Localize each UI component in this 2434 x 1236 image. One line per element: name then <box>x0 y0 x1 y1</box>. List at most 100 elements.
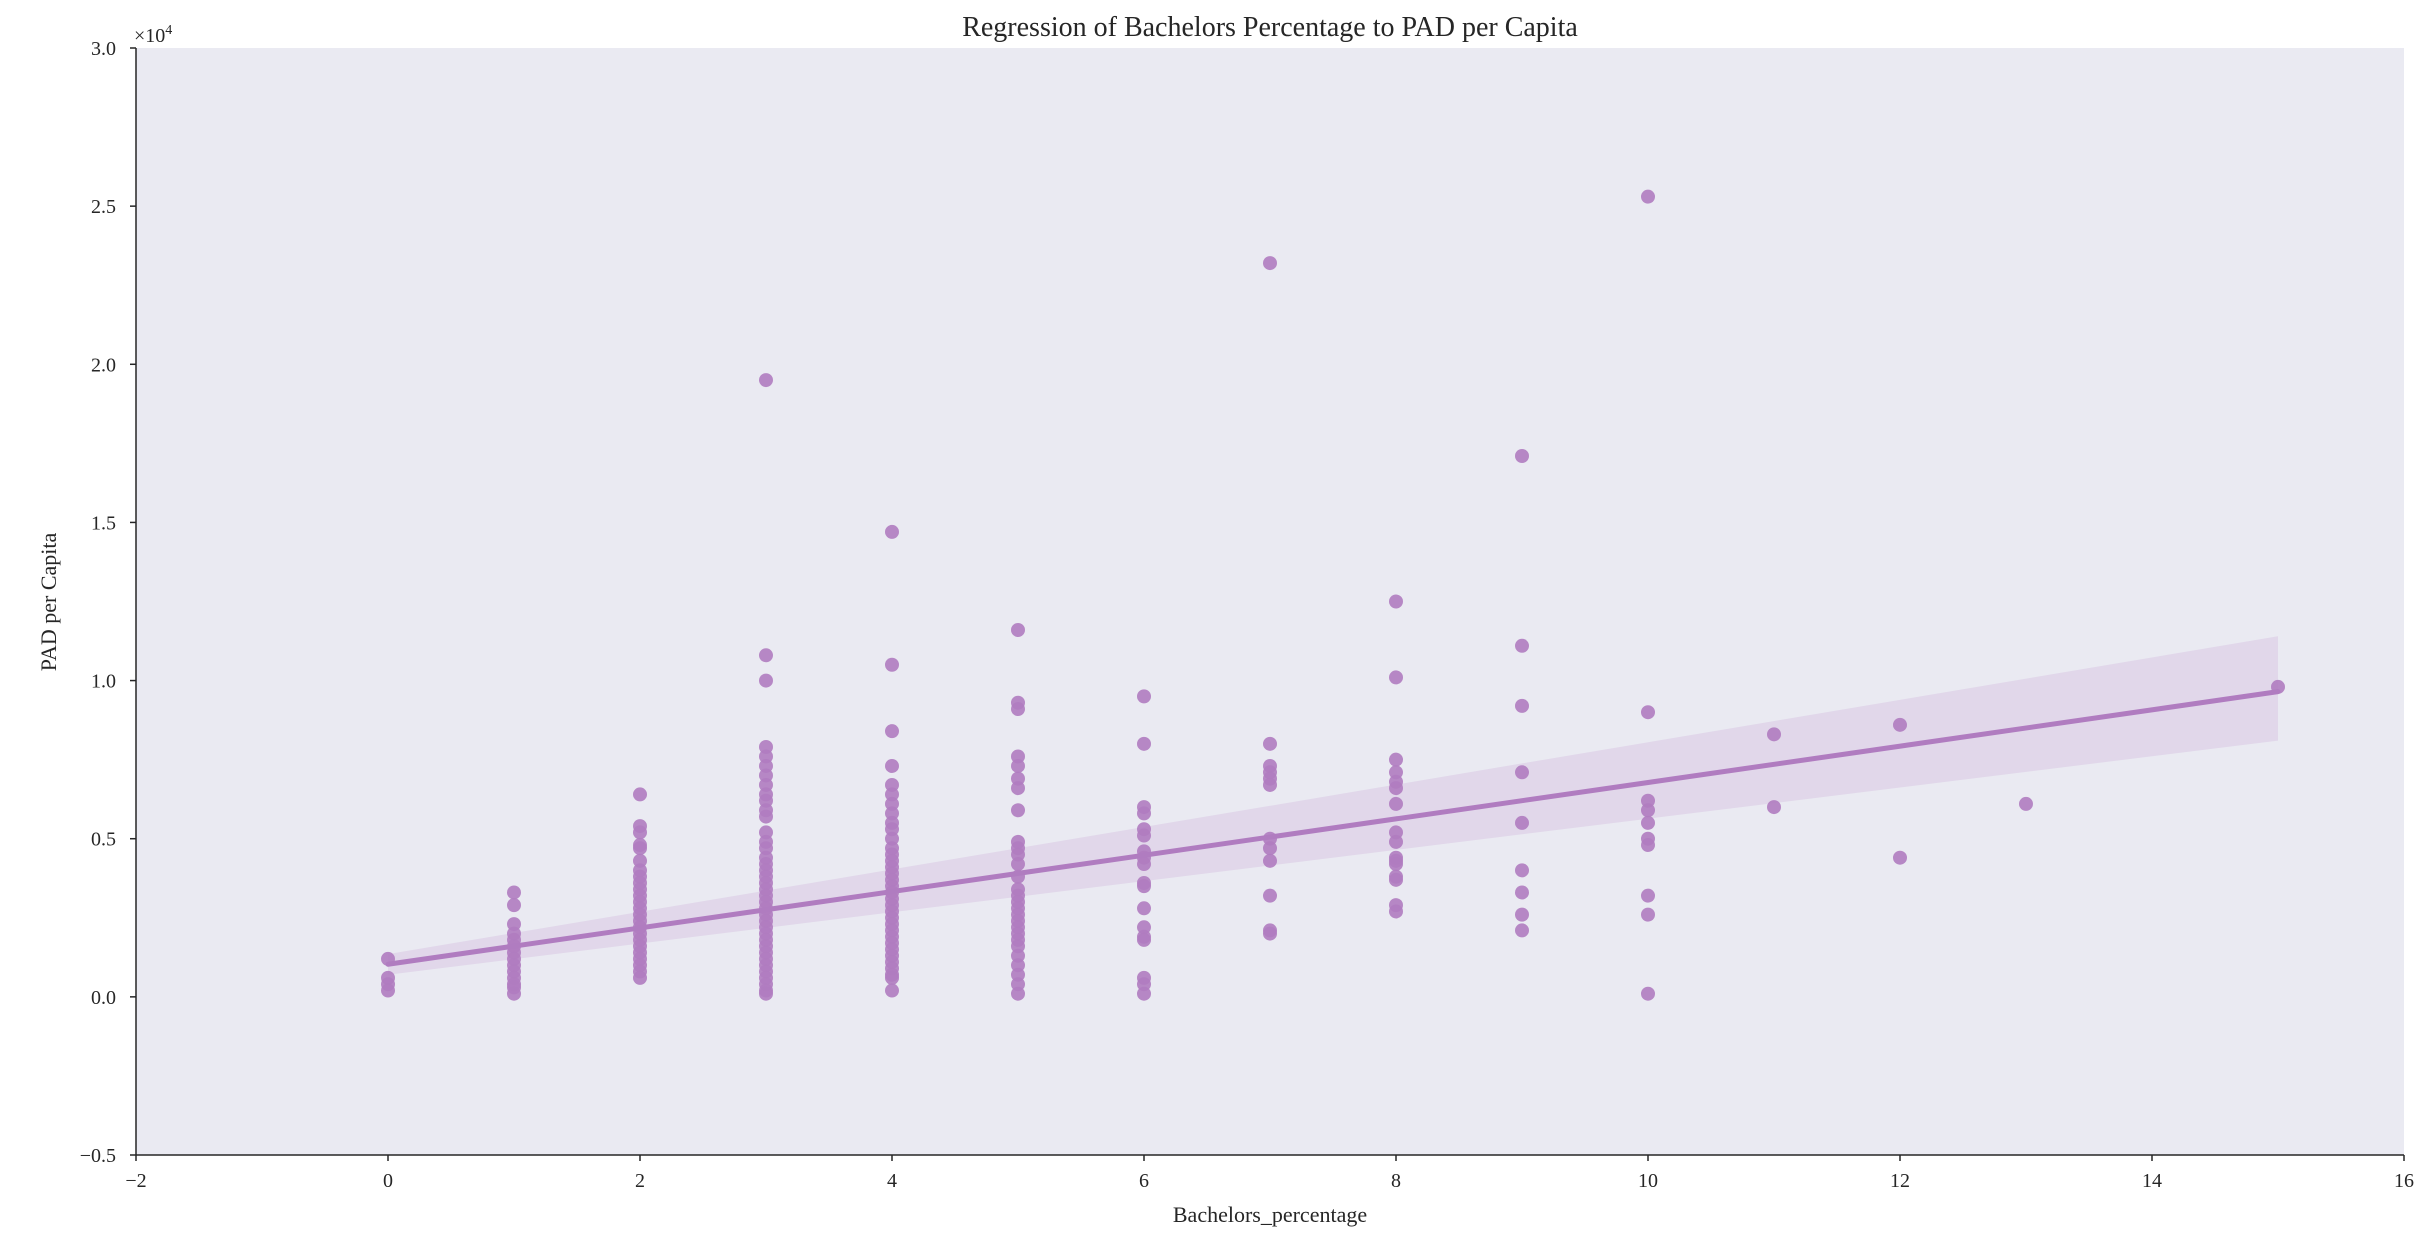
scatter-point <box>1389 781 1403 796</box>
y-axis-multiplier-exponent: 4 <box>165 23 172 38</box>
scatter-point <box>1137 857 1151 872</box>
scatter-point <box>1389 857 1403 872</box>
y-axis-label: PAD per Capita <box>36 533 61 672</box>
scatter-point <box>1515 815 1529 830</box>
scatter-point <box>1641 803 1655 818</box>
scatter-point <box>1011 622 1025 637</box>
scatter-point <box>1263 736 1277 751</box>
plot-area-background <box>136 48 2404 1155</box>
scatter-point <box>1515 638 1529 653</box>
x-tick-layer: −2 0 2 4 6 8 10 12 14 16 <box>125 1155 2414 1192</box>
scatter-point <box>1515 698 1529 713</box>
y-tick-label: 2.0 <box>91 354 116 376</box>
scatter-point <box>1263 888 1277 903</box>
x-tick-label: 8 <box>1391 1170 1401 1192</box>
y-tick-label: 0.0 <box>91 987 116 1009</box>
x-tick-label: 0 <box>383 1170 393 1192</box>
x-tick-label: 6 <box>1139 1170 1149 1192</box>
y-tick-label: 0.5 <box>91 829 116 851</box>
scatter-point <box>633 787 647 802</box>
scatter-point <box>759 673 773 688</box>
scatter-points-layer <box>381 189 2285 1001</box>
scatter-point <box>1389 872 1403 887</box>
chart-title: Regression of Bachelors Percentage to PA… <box>962 12 1578 43</box>
confidence-band <box>388 636 2278 975</box>
scatter-point <box>1641 838 1655 853</box>
scatter-point <box>1515 885 1529 900</box>
y-tick-label: 3.0 <box>91 38 116 60</box>
scatter-point <box>1641 888 1655 903</box>
scatter-point <box>1011 702 1025 717</box>
scatter-point <box>1767 800 1781 815</box>
scatter-point <box>885 970 899 985</box>
scatter-point <box>1263 853 1277 868</box>
scatter-point <box>507 898 521 913</box>
scatter-point <box>633 841 647 856</box>
scatter-point <box>885 983 899 998</box>
x-tick-label: 2 <box>635 1170 645 1192</box>
y-axis-multiplier-base: ×10 <box>134 25 165 47</box>
scatter-point <box>1011 803 1025 818</box>
scatter-point <box>885 524 899 539</box>
scatter-point <box>1263 841 1277 856</box>
y-tick-label: 2.5 <box>91 196 116 218</box>
scatter-point <box>1137 689 1151 704</box>
y-tick-label: 1.0 <box>91 671 116 693</box>
scatter-point <box>507 885 521 900</box>
scatter-point <box>633 970 647 985</box>
scatter-point <box>381 983 395 998</box>
scatter-point <box>1011 758 1025 773</box>
scatter-point <box>1137 901 1151 916</box>
scatter-point <box>885 657 899 672</box>
scatter-point <box>1767 727 1781 742</box>
x-tick-label: 10 <box>1638 1170 1658 1192</box>
scatter-point <box>885 758 899 773</box>
scatter-point <box>507 986 521 1001</box>
x-axis-label: Bachelors_percentage <box>1173 1202 1367 1227</box>
scatter-point <box>1641 705 1655 720</box>
scatter-point <box>1263 926 1277 941</box>
scatter-point <box>1641 189 1655 204</box>
scatter-point <box>1515 923 1529 938</box>
scatter-point <box>1011 781 1025 796</box>
scatter-point <box>1011 857 1025 872</box>
scatter-point <box>1389 594 1403 609</box>
y-tick-layer: −0.5 0.0 0.5 1.0 1.5 2.0 2.5 3.0 <box>80 38 136 1167</box>
scatter-point <box>1389 904 1403 919</box>
x-tick-label: 12 <box>1890 1170 1910 1192</box>
scatter-point <box>1137 879 1151 894</box>
scatter-point <box>759 809 773 824</box>
scatter-point <box>1515 449 1529 464</box>
scatter-point <box>759 986 773 1001</box>
scatter-point <box>759 373 773 388</box>
scatter-point <box>1137 828 1151 843</box>
scatter-point <box>1263 256 1277 271</box>
confidence-band-layer <box>388 636 2278 975</box>
scatter-point <box>1893 717 1907 732</box>
scatter-point <box>759 648 773 663</box>
scatter-point <box>1893 850 1907 865</box>
scatter-point <box>1011 986 1025 1001</box>
x-tick-label: 16 <box>2394 1170 2414 1192</box>
x-tick-label: −2 <box>125 1170 146 1192</box>
scatter-point <box>1137 932 1151 947</box>
x-tick-label: 14 <box>2142 1170 2162 1192</box>
scatter-point <box>1389 796 1403 811</box>
y-axis-multiplier: ×104 <box>134 23 172 47</box>
scatter-point <box>1137 986 1151 1001</box>
scatter-point <box>1389 752 1403 767</box>
scatter-point <box>1263 777 1277 792</box>
scatter-point <box>1515 863 1529 878</box>
scatter-point <box>1515 765 1529 780</box>
scatter-point <box>1389 834 1403 849</box>
scatter-point <box>1137 736 1151 751</box>
scatter-point <box>1641 907 1655 922</box>
regression-line <box>385 689 2281 967</box>
y-tick-label: −0.5 <box>80 1145 116 1167</box>
scatter-point <box>1389 670 1403 685</box>
scatter-point <box>1641 815 1655 830</box>
regression-line-layer <box>385 689 2281 967</box>
scatter-point <box>2019 796 2033 811</box>
scatter-point <box>885 724 899 739</box>
scatter-point <box>633 825 647 840</box>
